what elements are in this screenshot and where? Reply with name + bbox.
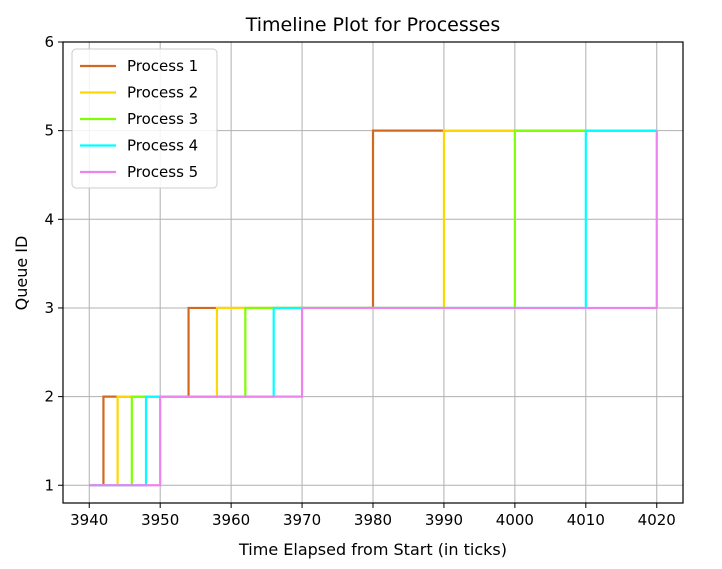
series-line-process-4 [89,129,657,487]
series-layer [89,129,658,487]
x-tick-label: 3950 [141,511,179,529]
series-line-process-1 [89,129,657,487]
ticks-layer: 3940 3950 3960 3970 3980 3990 4000 4010 4020 1 2 3 4… [44,33,675,529]
x-tick-label: 4020 [638,511,676,529]
legend-label: Process 1 [127,57,198,75]
series-line-process-3 [89,129,657,487]
x-tick-label: 3990 [425,511,463,529]
y-tick-label: 1 [44,476,54,494]
y-tick-label: 3 [44,299,54,317]
series-line-process-2 [89,129,657,487]
x-tick-label: 3960 [212,511,250,529]
x-tick-label: 4010 [567,511,605,529]
series-line-process-5 [89,130,658,487]
x-tick-label: 4000 [496,511,534,529]
y-axis-label: Queue ID [12,236,31,311]
y-tick-label: 5 [44,122,54,140]
y-tick-label: 6 [44,33,54,51]
x-tick-label: 3970 [283,511,321,529]
chart-title: Timeline Plot for Processes [245,14,501,36]
legend-label: Process 5 [127,163,198,181]
legend-label: Process 2 [127,84,198,102]
legend: Process 1 Process 2 Process 3 Process 4 Proc… [71,48,218,189]
legend-label: Process 3 [127,110,198,128]
x-tick-label: 3980 [354,511,392,529]
legend-box [71,48,218,189]
x-axis-label: Time Elapsed from Start (in ticks) [238,540,507,559]
y-tick-label: 2 [44,388,54,406]
x-tick-label: 3940 [70,511,108,529]
legend-label: Process 4 [127,137,198,155]
y-tick-label: 4 [44,210,54,228]
